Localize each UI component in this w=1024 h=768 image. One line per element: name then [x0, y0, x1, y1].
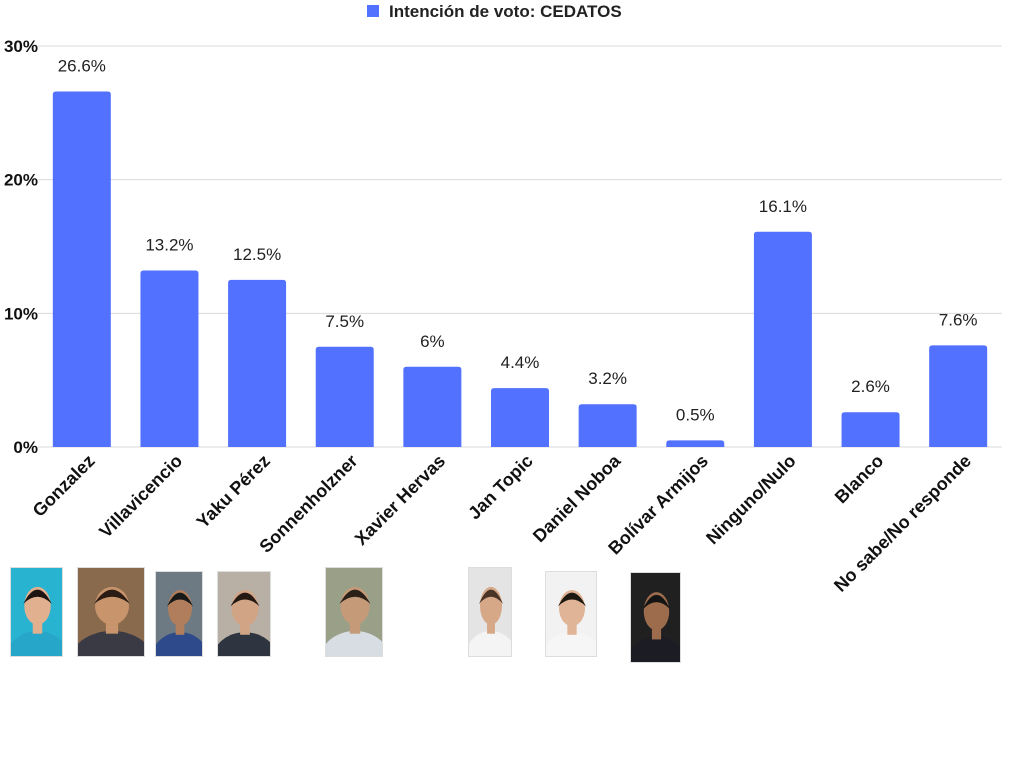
data-label: 12.5% — [233, 245, 281, 264]
bar — [578, 404, 637, 447]
data-label: 13.2% — [145, 236, 193, 255]
gonzalez-photo — [10, 567, 63, 657]
legend: Intención de voto: CEDATOS — [367, 2, 622, 21]
legend-swatch — [367, 5, 379, 17]
x-tick-label: Xavier Hervas — [351, 451, 449, 549]
villavicencio-photo — [77, 567, 145, 657]
bar — [140, 270, 199, 447]
y-axis-ticks: 0% 10% 20% 30% — [4, 37, 38, 457]
bar — [491, 388, 549, 447]
daniel-noboa-photo — [545, 571, 597, 657]
yaku-perez-photo — [155, 571, 203, 657]
bar — [666, 440, 725, 447]
data-label: 4.4% — [501, 353, 540, 372]
x-tick-label: Villavicencio — [95, 451, 186, 542]
y-tick-label: 30% — [4, 37, 38, 56]
bars — [52, 91, 988, 448]
data-label: 6% — [420, 332, 445, 351]
bar — [753, 231, 812, 447]
x-tick-label: Jan Topic — [464, 451, 537, 524]
y-tick-label: 0% — [13, 438, 38, 457]
x-tick-label: Blanco — [831, 451, 888, 508]
data-labels: 26.6% 13.2% 12.5% 7.5% 6% 4.4% 3.2% 0.5% 16.1% 2.… — [58, 56, 978, 424]
xavier-hervas-photo — [325, 567, 383, 657]
data-label: 16.1% — [759, 197, 807, 216]
legend-label: Intención de voto: CEDATOS — [389, 2, 622, 21]
bar — [52, 91, 111, 448]
data-label: 2.6% — [851, 377, 890, 396]
bar — [841, 412, 900, 447]
data-label: 7.6% — [939, 310, 978, 329]
data-label: 7.5% — [325, 312, 364, 331]
x-tick-label: Yaku Pérez — [193, 451, 274, 532]
data-label: 3.2% — [588, 369, 627, 388]
bar — [929, 345, 988, 447]
x-tick-label: Daniel Noboa — [529, 450, 625, 546]
x-tick-label: Ninguno/Nulo — [702, 451, 800, 549]
y-tick-label: 20% — [4, 171, 38, 190]
bar — [403, 366, 462, 447]
sonnenholzner-photo — [217, 571, 271, 657]
bar — [228, 279, 287, 447]
data-label: 0.5% — [676, 405, 715, 424]
y-tick-label: 10% — [4, 304, 38, 323]
data-label: 26.6% — [58, 56, 106, 75]
bar — [315, 346, 374, 447]
jan-topic-photo — [468, 567, 512, 657]
x-tick-label: Gonzalez — [29, 451, 99, 521]
bolivar-armijos-photo — [630, 572, 681, 663]
